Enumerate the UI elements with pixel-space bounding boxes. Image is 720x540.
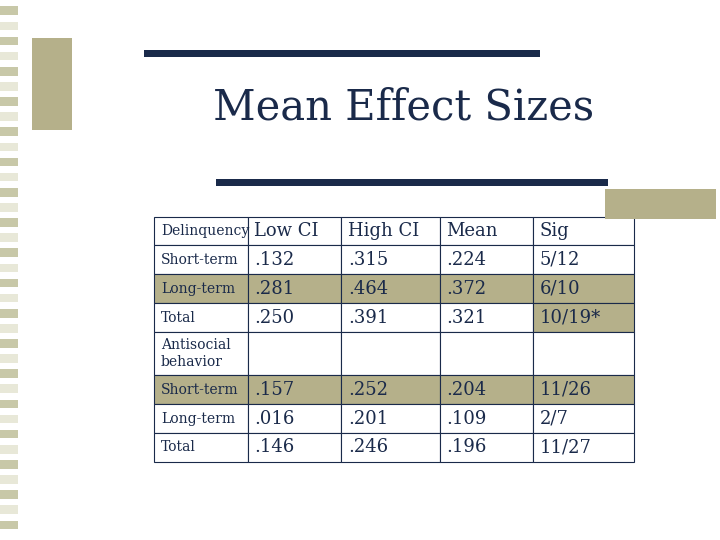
Bar bbox=[341, 245, 440, 274]
Bar bbox=[440, 245, 534, 274]
Bar bbox=[440, 433, 534, 462]
Bar bbox=[248, 375, 341, 404]
Text: High CI: High CI bbox=[348, 222, 419, 240]
Text: Total: Total bbox=[161, 441, 196, 455]
Bar bbox=[440, 332, 534, 375]
Text: Mean: Mean bbox=[446, 222, 498, 240]
Text: Delinquency: Delinquency bbox=[161, 224, 249, 238]
Bar bbox=[534, 303, 634, 332]
Bar bbox=[154, 433, 248, 462]
Text: .132: .132 bbox=[254, 251, 294, 269]
Text: .204: .204 bbox=[446, 381, 487, 399]
Text: .201: .201 bbox=[348, 410, 388, 428]
Bar bbox=[534, 217, 634, 245]
Text: Total: Total bbox=[161, 310, 196, 325]
Text: Low CI: Low CI bbox=[254, 222, 319, 240]
Text: .246: .246 bbox=[348, 438, 388, 456]
Bar bbox=[534, 404, 634, 433]
Text: .372: .372 bbox=[446, 280, 487, 298]
Text: Long-term: Long-term bbox=[161, 282, 235, 296]
Bar bbox=[440, 404, 534, 433]
Bar bbox=[154, 217, 248, 245]
Bar bbox=[248, 245, 341, 274]
Bar bbox=[534, 433, 634, 462]
Text: .391: .391 bbox=[348, 308, 388, 327]
Text: .016: .016 bbox=[254, 410, 294, 428]
Bar bbox=[440, 217, 534, 245]
Text: .157: .157 bbox=[254, 381, 294, 399]
Text: 10/19*: 10/19* bbox=[540, 308, 601, 327]
Bar bbox=[341, 303, 440, 332]
Text: .224: .224 bbox=[446, 251, 487, 269]
Bar bbox=[154, 332, 248, 375]
Text: .252: .252 bbox=[348, 381, 388, 399]
Text: .109: .109 bbox=[446, 410, 487, 428]
Text: 2/7: 2/7 bbox=[540, 410, 569, 428]
Text: Short-term: Short-term bbox=[161, 253, 238, 267]
Bar bbox=[534, 245, 634, 274]
Bar bbox=[341, 217, 440, 245]
Bar bbox=[248, 274, 341, 303]
Bar bbox=[440, 375, 534, 404]
Text: 11/26: 11/26 bbox=[540, 381, 592, 399]
Text: 6/10: 6/10 bbox=[540, 280, 580, 298]
Text: 11/27: 11/27 bbox=[540, 438, 592, 456]
Bar bbox=[534, 274, 634, 303]
Bar bbox=[440, 274, 534, 303]
Bar bbox=[154, 245, 248, 274]
Text: .250: .250 bbox=[254, 308, 294, 327]
Bar bbox=[534, 332, 634, 375]
Text: .146: .146 bbox=[254, 438, 294, 456]
Text: .281: .281 bbox=[254, 280, 294, 298]
Text: 5/12: 5/12 bbox=[540, 251, 580, 269]
Bar bbox=[440, 303, 534, 332]
Bar bbox=[154, 274, 248, 303]
Bar bbox=[534, 375, 634, 404]
Bar bbox=[248, 433, 341, 462]
Bar bbox=[154, 404, 248, 433]
Bar bbox=[341, 274, 440, 303]
Text: Antisocial
behavior: Antisocial behavior bbox=[161, 338, 230, 369]
Text: .196: .196 bbox=[446, 438, 487, 456]
Text: .315: .315 bbox=[348, 251, 388, 269]
Bar bbox=[248, 303, 341, 332]
Bar bbox=[341, 375, 440, 404]
Text: Sig: Sig bbox=[540, 222, 570, 240]
Bar bbox=[248, 217, 341, 245]
Bar bbox=[248, 404, 341, 433]
Bar bbox=[154, 303, 248, 332]
Bar bbox=[341, 404, 440, 433]
Bar bbox=[341, 433, 440, 462]
Bar bbox=[154, 375, 248, 404]
Text: Mean Effect Sizes: Mean Effect Sizes bbox=[212, 87, 594, 129]
Text: Short-term: Short-term bbox=[161, 383, 238, 397]
Text: .464: .464 bbox=[348, 280, 388, 298]
Text: .321: .321 bbox=[446, 308, 487, 327]
Text: Long-term: Long-term bbox=[161, 411, 235, 426]
Bar bbox=[248, 332, 341, 375]
Bar bbox=[341, 332, 440, 375]
